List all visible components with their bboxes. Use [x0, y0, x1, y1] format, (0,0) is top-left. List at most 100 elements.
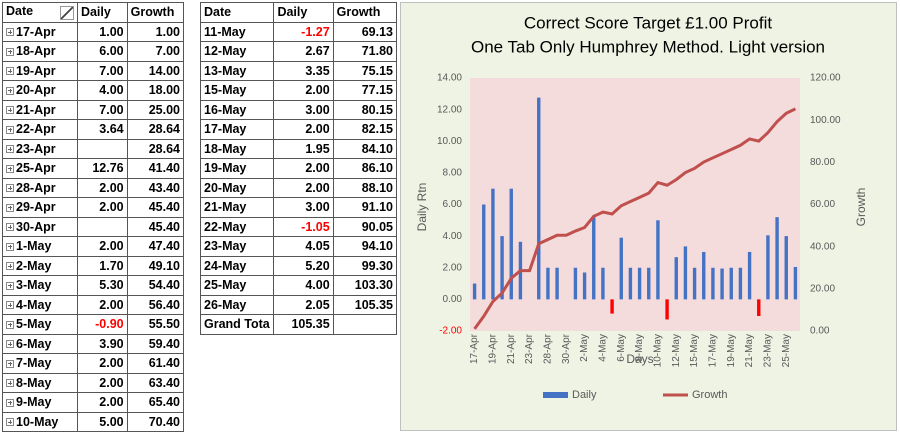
bar	[637, 267, 642, 300]
expand-icon[interactable]	[6, 262, 14, 271]
filter-button[interactable]	[59, 6, 74, 21]
bar	[747, 251, 752, 300]
y-tick-label: 0.00	[443, 294, 463, 305]
bar	[711, 267, 715, 300]
y-tick-label: 4.00	[443, 231, 463, 242]
cell: 63.40	[126, 372, 185, 393]
x-tick-label: 23-May	[763, 334, 774, 367]
cell: 23-May	[199, 236, 275, 257]
cell: 88.10	[332, 177, 398, 198]
cell: 28.64	[126, 138, 185, 159]
expand-icon[interactable]	[6, 86, 14, 95]
expand-icon[interactable]	[6, 359, 14, 368]
cell: 2.00	[76, 236, 128, 257]
cell: 4-May	[2, 294, 78, 315]
y-tick-label: 14.00	[437, 73, 462, 84]
bar	[702, 251, 706, 300]
cell: 43.40	[126, 177, 185, 198]
cell: 30-Apr	[2, 216, 78, 237]
cell: 4.05	[273, 236, 334, 257]
bar	[793, 266, 798, 300]
bar	[592, 215, 596, 300]
expand-icon[interactable]	[6, 223, 14, 232]
bar	[692, 267, 697, 300]
cell: 71.80	[332, 41, 398, 62]
expand-icon[interactable]	[6, 184, 14, 193]
cell: 21-May	[199, 197, 275, 218]
expand-icon[interactable]	[6, 418, 14, 427]
y2-tick-label: 40.00	[810, 241, 835, 252]
bar	[472, 283, 477, 300]
legend-label: Daily	[572, 389, 597, 401]
cell: 49.10	[126, 255, 185, 276]
bar	[491, 188, 495, 300]
expand-icon[interactable]	[6, 379, 14, 388]
header-cell: Growth	[126, 2, 185, 23]
cell: 82.15	[332, 119, 398, 140]
cell: 24-May	[199, 255, 275, 276]
cell: 2.00	[76, 197, 128, 218]
cell: 3.00	[273, 197, 334, 218]
expand-icon[interactable]	[6, 28, 14, 37]
cell: 2-May	[2, 255, 78, 276]
cell: 45.40	[126, 197, 185, 218]
bar	[582, 272, 587, 300]
cell: 19-Apr	[2, 60, 78, 81]
y-tick-label: 8.00	[443, 168, 463, 179]
bar	[720, 268, 724, 300]
bar	[619, 237, 623, 300]
bar	[775, 217, 779, 300]
plot-area	[470, 78, 800, 331]
cell: 17-May	[199, 119, 275, 140]
expand-icon[interactable]	[6, 340, 14, 349]
cell: 54.40	[126, 275, 185, 296]
cell: 23-Apr	[2, 138, 78, 159]
cell: 7-May	[2, 353, 78, 374]
expand-icon[interactable]	[6, 125, 14, 134]
y2-tick-label: 80.00	[810, 157, 835, 168]
bar	[683, 246, 688, 300]
cell: 29-Apr	[2, 197, 78, 218]
cell: 13-May	[199, 60, 275, 81]
x-tick-label: 8-May	[634, 334, 645, 362]
expand-icon[interactable]	[6, 67, 14, 76]
cell: 5.30	[76, 275, 128, 296]
expand-icon[interactable]	[6, 164, 14, 173]
cell: 18-May	[199, 138, 275, 159]
line	[473, 107, 797, 330]
cell: 22-May	[199, 216, 275, 237]
cell: Grand Tota	[199, 314, 275, 335]
chart: Correct Score Target £1.00 Profit One Tab…	[400, 2, 897, 431]
expand-icon[interactable]	[6, 47, 14, 56]
y-tick-label: 2.00	[443, 262, 463, 273]
x-tick-label: 10-May	[653, 334, 664, 367]
cell: -0.90	[76, 314, 128, 335]
bar	[656, 220, 660, 300]
cell: 17-Apr	[2, 21, 78, 42]
expand-icon[interactable]	[6, 145, 14, 154]
cell: 18-Apr	[2, 41, 78, 62]
x-tick-label: 28-Apr	[543, 333, 554, 364]
cell: 3.35	[273, 60, 334, 81]
x-tick-label: 6-May	[616, 334, 627, 362]
table-left: Date Daily Growth 17-Apr 1.00 1.00 18-Apr 6.00 7…	[2, 2, 185, 432]
cell: 3.90	[76, 333, 128, 354]
expand-icon[interactable]	[6, 320, 14, 329]
expand-icon[interactable]	[6, 281, 14, 290]
expand-icon[interactable]	[6, 203, 14, 212]
expand-icon[interactable]	[6, 242, 14, 251]
table-right: Date Daily Growth 11-May -1.27 69.13 12-May 2.6…	[199, 2, 398, 335]
expand-icon[interactable]	[6, 106, 14, 115]
cell	[76, 138, 128, 159]
y-tick-label: 12.00	[437, 104, 462, 115]
bar	[665, 299, 669, 320]
cell: 14.00	[126, 60, 185, 81]
expand-icon[interactable]	[6, 301, 14, 310]
expand-icon[interactable]	[6, 398, 14, 407]
bar	[573, 267, 578, 300]
cell: 86.10	[332, 158, 398, 179]
cell: 18.00	[126, 80, 185, 101]
header-cell: Date	[199, 2, 275, 23]
bar	[628, 267, 633, 300]
chart-title: Correct Score Target £1.00 Profit	[524, 13, 772, 32]
